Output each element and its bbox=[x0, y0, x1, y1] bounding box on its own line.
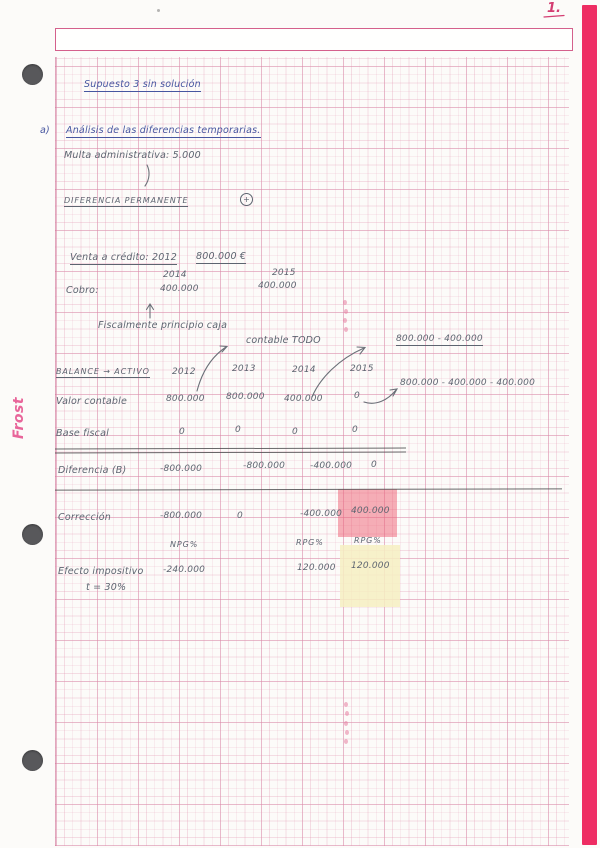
table-cell: 0 bbox=[352, 425, 358, 435]
note-venta-amount: 800.000 € bbox=[196, 251, 247, 264]
pink-smudge-dot bbox=[344, 327, 348, 332]
table-cell: 800.000 bbox=[166, 394, 205, 404]
pink-smudge-dot bbox=[345, 730, 349, 735]
punch-hole-bottom bbox=[22, 750, 43, 771]
pink-smudge-dot bbox=[344, 309, 348, 314]
table-cell: 0 bbox=[292, 427, 298, 437]
year-column-header: 2013 bbox=[232, 364, 256, 374]
row-label: Diferencia (B) bbox=[58, 465, 127, 476]
table-cell: -800.000 bbox=[160, 464, 203, 474]
punch-hole-middle bbox=[22, 524, 43, 545]
table-cell: -800.000 bbox=[243, 461, 286, 471]
row-label: Corrección bbox=[58, 512, 112, 523]
pink-smudge-dot bbox=[343, 318, 347, 323]
table-cell-highlighted: 120.000 bbox=[351, 561, 390, 571]
table-cell: 0 bbox=[237, 511, 243, 521]
note-calc-right: 800.000 - 400.000 - 400.000 bbox=[400, 378, 535, 388]
section-title: Análisis de las diferencias temporarias. bbox=[66, 125, 261, 138]
table-cell: 0 bbox=[235, 425, 241, 435]
year-column-header: 2012 bbox=[172, 367, 196, 377]
note-diferencia-permanente: DIFERENCIA PERMANENTE bbox=[64, 196, 189, 207]
pink-highlighter-mark bbox=[338, 489, 397, 537]
pink-smudge-dot bbox=[344, 721, 348, 726]
pink-smudge-dot bbox=[345, 711, 349, 716]
table-cell: 120.000 bbox=[297, 563, 336, 573]
cobro-year: 2014 bbox=[163, 270, 187, 280]
table-cell: 0 bbox=[354, 391, 360, 401]
table-cell: 800.000 bbox=[226, 392, 265, 402]
row-sublabel-tax-rate: t = 30% bbox=[86, 582, 127, 593]
punch-hole-top bbox=[22, 64, 43, 85]
cobro-year: 2015 bbox=[272, 268, 296, 278]
year-column-header: 2015 bbox=[350, 364, 374, 374]
row-label: Valor contable bbox=[56, 396, 128, 407]
pink-smudge-dot bbox=[344, 739, 348, 744]
note-venta-credito: Venta a crédito: 2012 bbox=[70, 252, 177, 265]
note-fiscalmente: Fiscalmente principio caja bbox=[98, 320, 228, 331]
table-cell: 0 bbox=[179, 427, 185, 437]
section-marker: a) bbox=[40, 125, 50, 136]
table-cell: -800.000 bbox=[160, 511, 203, 521]
yellow-highlighter-mark bbox=[340, 545, 400, 607]
note-contable: contable TODO bbox=[246, 335, 321, 346]
pink-smudge-dot bbox=[344, 702, 348, 707]
table-cell: 0 bbox=[371, 460, 377, 470]
header-title-box bbox=[55, 28, 573, 51]
pg-label: NPG% bbox=[170, 540, 199, 549]
circled-plus-icon: + bbox=[240, 193, 253, 206]
scan-speck bbox=[157, 9, 160, 12]
table-cell-highlighted: 400.000 bbox=[351, 506, 390, 516]
row-label: Base fiscal bbox=[56, 428, 109, 439]
table-cell: 400.000 bbox=[284, 394, 323, 404]
cobro-value: 400.000 bbox=[258, 281, 297, 291]
pg-label: RPG% bbox=[354, 536, 382, 545]
note-multa: Multa administrativa: 5.000 bbox=[64, 150, 201, 161]
cobro-value: 400.000 bbox=[160, 284, 199, 294]
note-title: Supuesto 3 sin solución bbox=[84, 79, 201, 92]
table-cell: -400.000 bbox=[300, 509, 343, 519]
page-edge-band bbox=[582, 5, 597, 845]
pg-label: RPG% bbox=[296, 538, 324, 547]
brand-logo: Frost bbox=[11, 396, 27, 440]
table-cell: -240.000 bbox=[163, 565, 206, 575]
page-number: 1. bbox=[547, 1, 561, 16]
note-calc-top: 800.000 - 400.000 bbox=[396, 334, 483, 346]
pink-smudge-dot bbox=[343, 300, 347, 305]
table-separator-line bbox=[54, 451, 407, 454]
row-label: Efecto impositivo bbox=[58, 566, 144, 577]
year-column-header: 2014 bbox=[292, 365, 316, 375]
table-cell: -400.000 bbox=[310, 461, 353, 471]
table-header-balance: BALANCE → ACTIVO bbox=[56, 367, 150, 378]
cobro-label: Cobro: bbox=[66, 285, 99, 296]
